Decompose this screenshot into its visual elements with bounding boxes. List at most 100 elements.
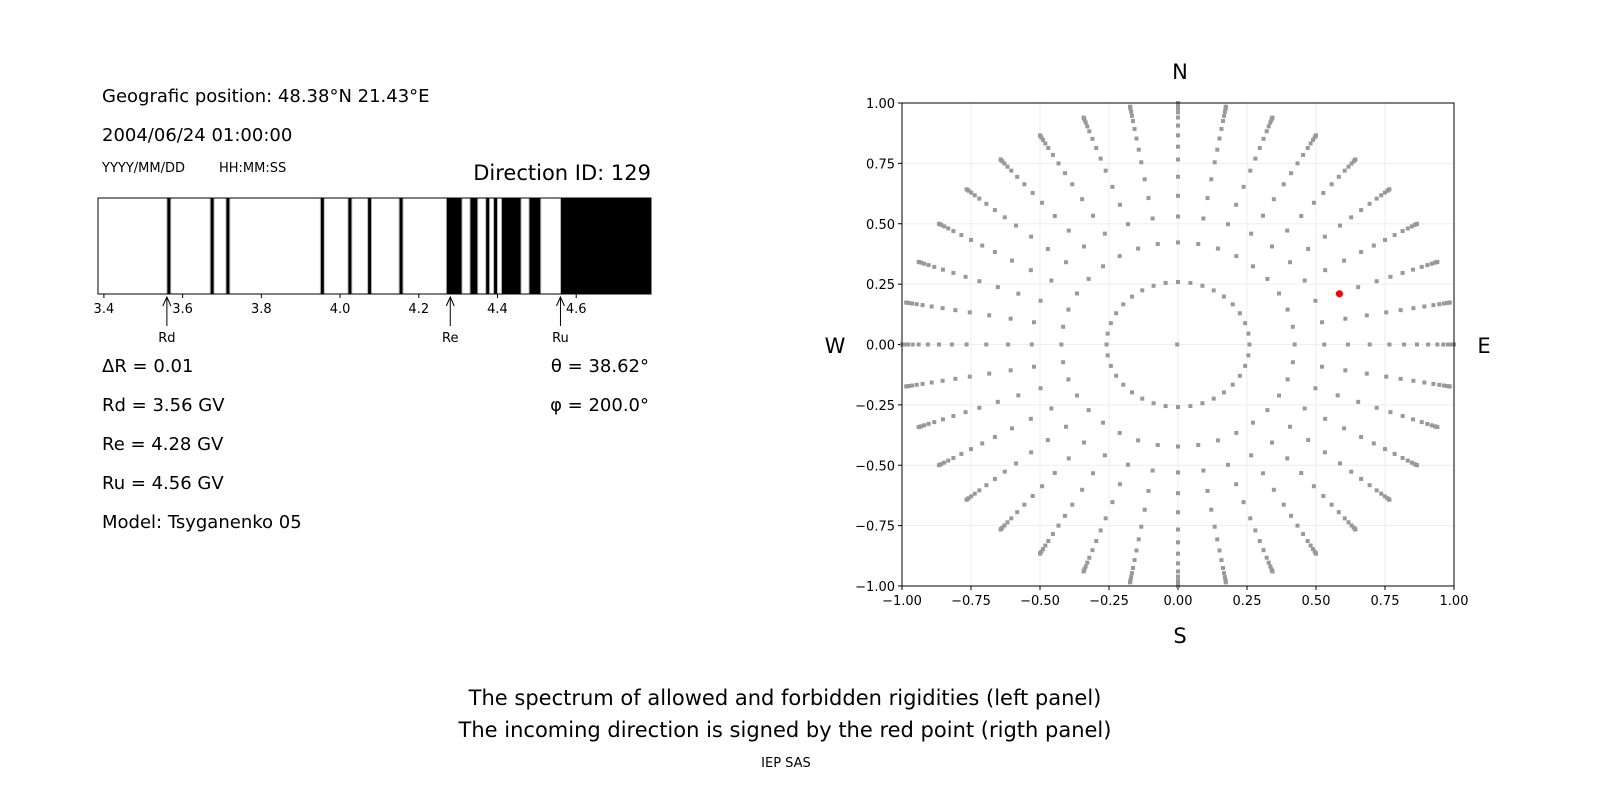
direction-point bbox=[1028, 268, 1033, 273]
direction-point bbox=[1374, 488, 1379, 493]
direction-point bbox=[1374, 405, 1379, 410]
direction-point bbox=[1176, 240, 1180, 245]
direction-point bbox=[902, 342, 907, 347]
direction-point bbox=[995, 399, 1000, 404]
scatter-frame bbox=[901, 102, 1455, 587]
direction-point bbox=[1110, 500, 1115, 505]
direction-point bbox=[1388, 410, 1393, 415]
direction-point bbox=[920, 303, 925, 308]
direction-point bbox=[1087, 129, 1092, 134]
direction-point bbox=[1031, 364, 1036, 369]
direction-point bbox=[1221, 565, 1226, 570]
direction-point bbox=[1382, 190, 1387, 195]
direction-point bbox=[914, 302, 919, 307]
direction-point bbox=[980, 243, 985, 248]
direction-point bbox=[1241, 500, 1246, 505]
direction-point bbox=[1070, 502, 1075, 507]
direction-point bbox=[1031, 320, 1036, 325]
direction-point bbox=[1306, 438, 1311, 443]
direction-point bbox=[1336, 174, 1341, 179]
direction-point bbox=[1437, 382, 1442, 387]
direction-point bbox=[1117, 430, 1122, 435]
direction-point bbox=[1136, 246, 1141, 251]
direction-point bbox=[1139, 524, 1144, 529]
direction-point bbox=[977, 279, 982, 284]
direction-point bbox=[1295, 161, 1300, 166]
direction-point bbox=[1285, 228, 1290, 233]
direction-point bbox=[1277, 291, 1282, 296]
x-tick-label: −0.25 bbox=[1089, 594, 1129, 609]
direction-point bbox=[1129, 571, 1134, 576]
direction-point bbox=[1250, 420, 1255, 425]
rd-value: Rd = 3.56 GV bbox=[102, 395, 225, 416]
direction-point bbox=[1234, 202, 1239, 207]
direction-point bbox=[1392, 451, 1397, 456]
direction-point bbox=[1441, 342, 1446, 347]
y-tick-label: −0.25 bbox=[855, 399, 895, 414]
direction-point bbox=[1411, 306, 1416, 311]
direction-point bbox=[1038, 133, 1042, 138]
direction-point bbox=[1080, 197, 1085, 202]
datetime: 2004/06/24 01:00:00 bbox=[102, 125, 293, 146]
direction-point bbox=[1014, 461, 1019, 466]
direction-point bbox=[1311, 484, 1316, 489]
direction-point bbox=[940, 417, 945, 422]
direction-point bbox=[1221, 390, 1226, 395]
direction-point bbox=[1429, 261, 1434, 266]
direction-point bbox=[1400, 270, 1405, 275]
credit: IEP SAS bbox=[761, 756, 811, 771]
direction-point bbox=[1313, 298, 1318, 303]
direction-point bbox=[1349, 469, 1354, 474]
direction-point bbox=[1056, 523, 1061, 528]
direction-point bbox=[1009, 426, 1014, 431]
direction-point bbox=[1237, 311, 1242, 316]
direction-point bbox=[1270, 440, 1275, 445]
direction-point bbox=[1426, 342, 1431, 347]
direction-point bbox=[1343, 316, 1348, 321]
direction-point bbox=[1422, 304, 1427, 309]
direction-point bbox=[1087, 555, 1092, 560]
direction-point bbox=[1322, 342, 1327, 347]
direction-point bbox=[1002, 523, 1007, 528]
forbidden-band bbox=[209, 197, 215, 295]
direction-point bbox=[936, 463, 941, 468]
direction-point bbox=[1270, 569, 1275, 574]
direction-point bbox=[1038, 386, 1043, 391]
direction-point bbox=[1215, 246, 1220, 251]
forbidden-band bbox=[445, 197, 463, 295]
direction-point bbox=[1176, 405, 1180, 410]
direction-point bbox=[1061, 360, 1066, 365]
direction-point bbox=[1400, 414, 1405, 419]
direction-point bbox=[980, 441, 985, 446]
direction-point bbox=[1049, 278, 1054, 283]
direction-point bbox=[1301, 532, 1306, 537]
direction-point bbox=[998, 157, 1003, 162]
direction-point bbox=[967, 374, 972, 379]
direction-point bbox=[1349, 161, 1354, 166]
direction-point bbox=[1260, 471, 1265, 476]
direction-point bbox=[1264, 555, 1269, 560]
direction-point bbox=[1038, 298, 1043, 303]
x-tick-label: 0.00 bbox=[1164, 594, 1193, 609]
direction-point bbox=[1290, 324, 1295, 329]
direction-point bbox=[1409, 460, 1414, 465]
direction-point bbox=[1217, 548, 1222, 553]
direction-point bbox=[963, 274, 968, 279]
direction-point bbox=[1030, 190, 1035, 195]
forbidden-band bbox=[319, 197, 325, 295]
x-tick-label: 3.6 bbox=[172, 302, 193, 317]
direction-point bbox=[1081, 115, 1086, 120]
theta-value: θ = 38.62° bbox=[550, 356, 649, 377]
direction-point bbox=[1329, 502, 1334, 507]
forbidden-band bbox=[528, 197, 542, 295]
direction-point bbox=[1005, 164, 1010, 169]
direction-point bbox=[1215, 537, 1220, 542]
direction-point bbox=[1040, 484, 1045, 489]
direction-point bbox=[1008, 368, 1013, 373]
direction-point bbox=[1205, 196, 1210, 201]
direction-point bbox=[916, 259, 921, 264]
x-tick-label: 4.2 bbox=[408, 302, 429, 317]
direction-point bbox=[951, 229, 956, 234]
direction-point bbox=[1299, 213, 1304, 218]
direction-point bbox=[1029, 450, 1034, 455]
